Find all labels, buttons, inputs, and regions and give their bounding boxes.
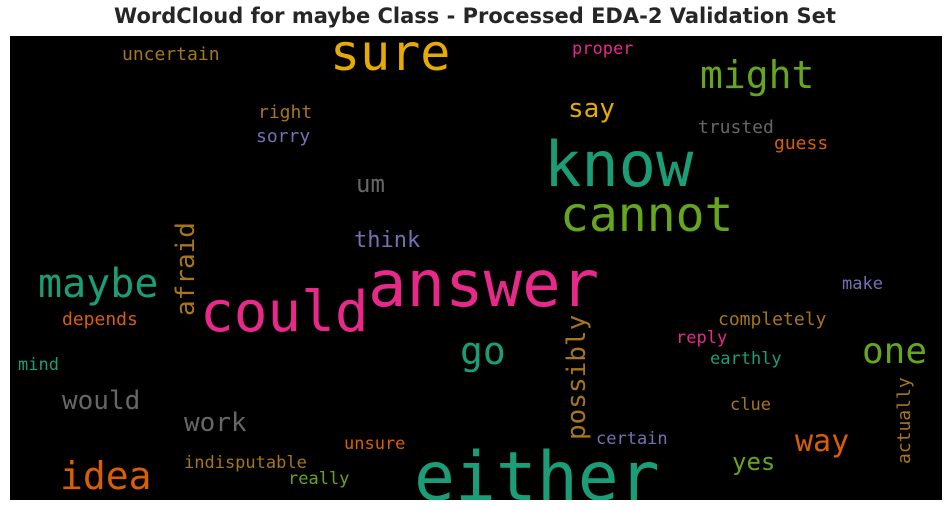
word-one: one <box>862 331 927 372</box>
word-trusted: trusted <box>698 117 774 138</box>
wordcloud-svg: answer either know sure could cannot maybe migh… <box>18 36 927 500</box>
word-answer: answer <box>368 248 599 322</box>
word-reply: reply <box>676 328 727 348</box>
word-think: think <box>354 228 420 253</box>
word-proper: proper <box>572 39 633 59</box>
chart-title: WordCloud for maybe Class - Processed ED… <box>114 4 836 28</box>
word-uncertain: uncertain <box>122 44 220 65</box>
word-make: make <box>842 274 883 294</box>
word-cannot: cannot <box>560 187 733 243</box>
word-actually: actually <box>894 377 915 464</box>
word-could: could <box>200 280 369 345</box>
word-sorry: sorry <box>256 126 310 147</box>
word-mind: mind <box>18 355 59 375</box>
word-might: might <box>700 53 814 97</box>
word-afraid: afraid <box>171 222 201 316</box>
word-work: work <box>184 408 247 438</box>
word-idea: idea <box>60 454 152 498</box>
word-go: go <box>460 329 506 373</box>
word-really: really <box>288 469 349 489</box>
word-possibly: possibly <box>562 315 592 440</box>
word-um: um <box>356 170 385 198</box>
word-yes: yes <box>732 448 775 476</box>
word-way: way <box>795 424 849 459</box>
word-either: either <box>414 438 660 500</box>
word-know: know <box>544 128 694 201</box>
word-certain: certain <box>596 429 668 449</box>
word-guess: guess <box>774 133 828 154</box>
word-unsure: unsure <box>344 434 405 454</box>
word-maybe: maybe <box>38 261 158 307</box>
word-say: say <box>568 94 615 124</box>
word-sure: sure <box>330 36 450 82</box>
wordcloud-canvas: answer either know sure could cannot maybe migh… <box>10 36 942 500</box>
word-indisputable: indisputable <box>184 453 307 473</box>
word-earthly: earthly <box>710 349 782 369</box>
word-would: would <box>62 386 140 416</box>
word-completely: completely <box>718 309 827 330</box>
word-depends: depends <box>62 309 138 330</box>
word-right: right <box>258 102 312 123</box>
word-clue: clue <box>730 395 771 415</box>
